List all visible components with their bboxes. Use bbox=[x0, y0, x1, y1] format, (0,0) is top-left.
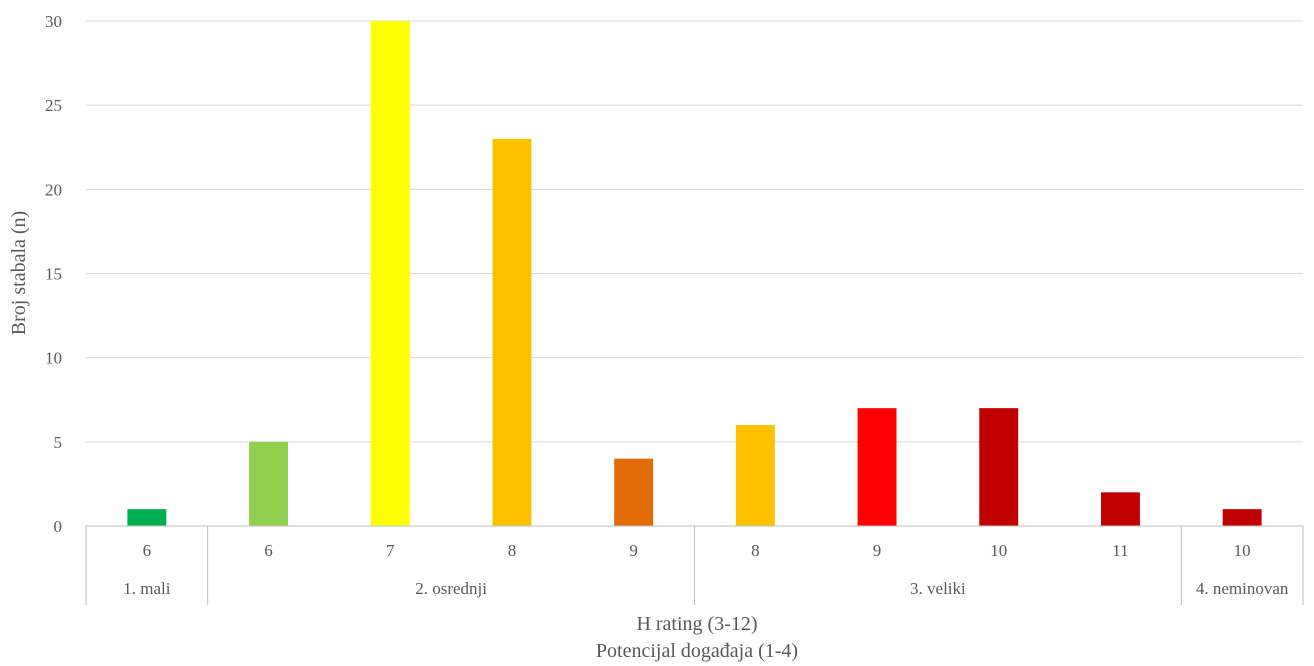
bar bbox=[1222, 509, 1262, 526]
x-tick-label: 9 bbox=[629, 541, 638, 560]
bar bbox=[1100, 492, 1140, 526]
bars bbox=[127, 21, 1262, 527]
group-label: 2. osrednji bbox=[415, 579, 487, 598]
x-tick-label: 6 bbox=[143, 541, 152, 560]
x-tick-label: 9 bbox=[873, 541, 882, 560]
x-tick-label: 7 bbox=[386, 541, 395, 560]
x-axis: 6 1. mali 6 7 8 9 2. osrednji 8 9 10 11 3. veliki 10… bbox=[85, 525, 1304, 605]
group-label: 3. veliki bbox=[910, 579, 966, 598]
bar bbox=[735, 425, 775, 526]
x-tick-label: 10 bbox=[990, 541, 1007, 560]
x-tick-label: 11 bbox=[1112, 541, 1128, 560]
group-label: 1. mali bbox=[123, 579, 170, 598]
y-tick-label: 5 bbox=[54, 433, 63, 452]
group-label: 4. neminovan bbox=[1196, 579, 1289, 598]
x-axis-title-potencijal: Potencijal događaja (1-4) bbox=[596, 640, 798, 662]
bar bbox=[492, 138, 532, 527]
x-tick-label: 10 bbox=[1234, 541, 1251, 560]
y-axis-ticks: 0 5 10 15 20 25 30 bbox=[45, 12, 62, 536]
bar bbox=[249, 441, 289, 526]
bar bbox=[370, 21, 410, 526]
y-axis-title: Broj stabala (n) bbox=[8, 211, 30, 335]
bar bbox=[857, 408, 897, 526]
x-tick-label: 6 bbox=[264, 541, 273, 560]
y-tick-label: 15 bbox=[45, 265, 62, 284]
y-tick-label: 20 bbox=[45, 180, 62, 199]
y-tick-label: 30 bbox=[45, 12, 62, 31]
bar bbox=[614, 458, 654, 526]
y-tick-label: 0 bbox=[54, 517, 63, 536]
bar bbox=[127, 509, 167, 526]
x-axis-title-h-rating: H rating (3-12) bbox=[636, 613, 757, 635]
x-tick-label: 8 bbox=[751, 541, 760, 560]
y-tick-label: 10 bbox=[45, 349, 62, 368]
x-tick-label: 8 bbox=[508, 541, 517, 560]
gridlines bbox=[86, 20, 1303, 527]
y-tick-label: 25 bbox=[45, 96, 62, 115]
bar bbox=[979, 408, 1019, 526]
